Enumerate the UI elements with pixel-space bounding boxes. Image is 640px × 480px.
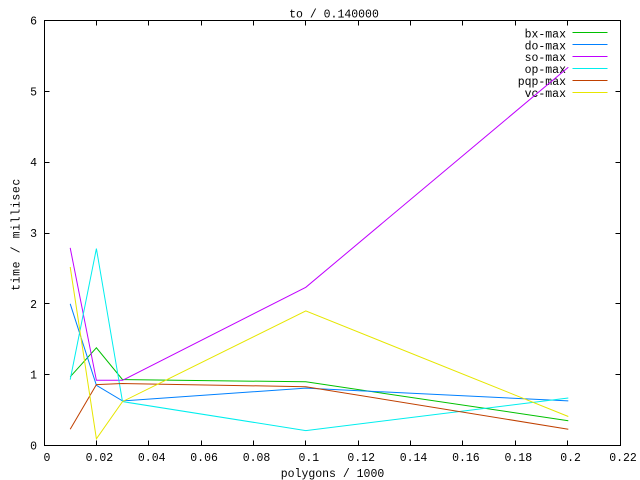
svg-text:5: 5 [30, 86, 37, 99]
svg-text:0: 0 [44, 452, 51, 465]
svg-text:6: 6 [30, 16, 37, 29]
svg-text:0: 0 [30, 441, 37, 454]
svg-text:do-max: do-max [525, 40, 567, 53]
svg-text:0.08: 0.08 [243, 452, 271, 465]
svg-text:1: 1 [30, 370, 37, 383]
svg-text:0.1: 0.1 [298, 452, 319, 465]
svg-text:0.2: 0.2 [560, 452, 581, 465]
svg-text:0.02: 0.02 [86, 452, 114, 465]
svg-text:polygons / 1000: polygons / 1000 [281, 468, 385, 480]
svg-text:so-max: so-max [525, 52, 567, 65]
svg-text:time / millisec: time / millisec [11, 178, 24, 291]
svg-text:bx-max: bx-max [525, 29, 567, 42]
svg-text:4: 4 [30, 157, 37, 170]
svg-text:0.04: 0.04 [138, 452, 166, 465]
svg-text:0.14: 0.14 [400, 452, 428, 465]
svg-text:0.22: 0.22 [609, 452, 637, 465]
svg-text:0.16: 0.16 [452, 452, 480, 465]
svg-text:0.06: 0.06 [190, 452, 218, 465]
svg-text:2: 2 [30, 299, 37, 312]
svg-text:0.18: 0.18 [504, 452, 532, 465]
svg-text:vc-max: vc-max [525, 88, 567, 101]
svg-text:op-max: op-max [525, 64, 567, 77]
svg-text:0.12: 0.12 [347, 452, 375, 465]
svg-text:3: 3 [30, 228, 37, 241]
svg-text:to / 0.140000: to / 0.140000 [289, 9, 379, 22]
